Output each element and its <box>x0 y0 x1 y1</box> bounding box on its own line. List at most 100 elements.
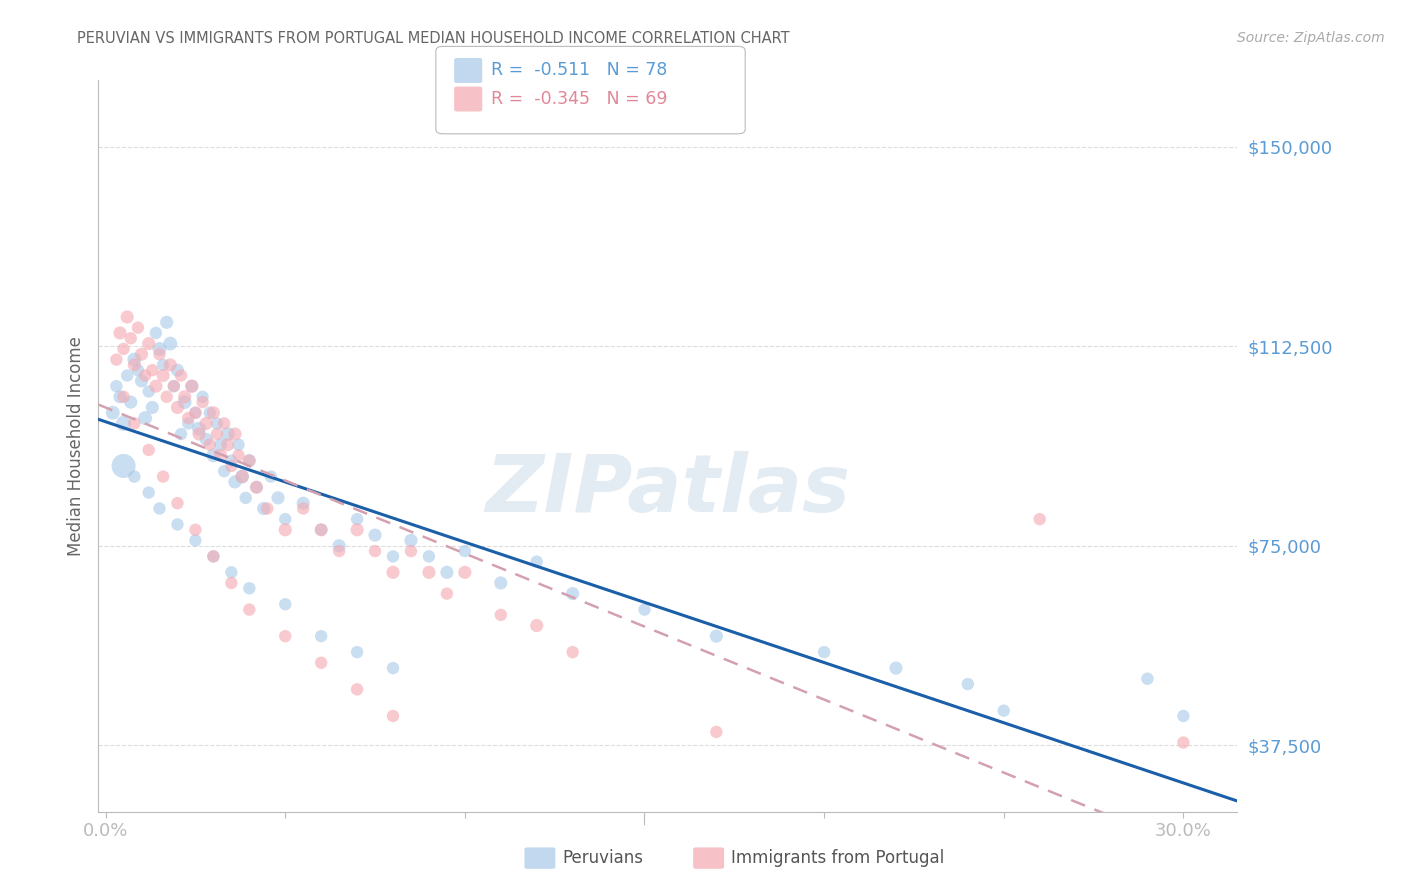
Point <box>526 618 548 632</box>
Point <box>127 320 149 334</box>
Point <box>328 544 350 558</box>
Point <box>108 390 131 404</box>
Point <box>184 533 207 548</box>
Point <box>704 725 727 739</box>
Point <box>633 602 655 616</box>
Point <box>346 682 368 697</box>
Point <box>212 464 235 478</box>
Point <box>1028 512 1050 526</box>
Point <box>454 544 477 558</box>
Point <box>163 379 186 393</box>
Point <box>364 528 387 542</box>
Point <box>101 406 124 420</box>
Point <box>124 358 146 372</box>
Point <box>184 523 207 537</box>
Point <box>152 368 174 383</box>
Point <box>217 427 239 442</box>
Point <box>184 406 207 420</box>
Point <box>526 555 548 569</box>
Point <box>145 379 167 393</box>
Point <box>138 485 160 500</box>
Point <box>884 661 907 675</box>
Point <box>191 395 214 409</box>
Point <box>399 533 422 548</box>
Point <box>138 384 160 399</box>
Point <box>152 358 174 372</box>
Point <box>221 453 243 467</box>
Point <box>704 629 727 643</box>
Point <box>292 496 315 510</box>
Point <box>112 390 135 404</box>
Point <box>148 342 170 356</box>
Point <box>382 661 405 675</box>
Point <box>221 458 243 473</box>
Point <box>418 549 440 564</box>
Point <box>202 549 225 564</box>
Point <box>105 379 128 393</box>
Point <box>561 586 583 600</box>
Point <box>245 480 267 494</box>
Point <box>231 469 253 483</box>
Point <box>134 411 156 425</box>
Point <box>152 469 174 483</box>
Point <box>166 517 188 532</box>
Point <box>134 368 156 383</box>
Point <box>205 427 228 442</box>
Point <box>238 582 260 596</box>
Point <box>274 512 297 526</box>
Point <box>1173 709 1195 723</box>
Point <box>212 417 235 431</box>
Point <box>156 390 179 404</box>
Point <box>166 363 188 377</box>
Point <box>198 438 221 452</box>
Point <box>382 709 405 723</box>
Point <box>309 523 332 537</box>
Point <box>274 597 297 611</box>
Point <box>115 310 138 324</box>
Point <box>148 501 170 516</box>
Point <box>813 645 835 659</box>
Point <box>436 566 458 580</box>
Point <box>163 379 186 393</box>
Point <box>112 342 135 356</box>
Text: Source: ZipAtlas.com: Source: ZipAtlas.com <box>1237 31 1385 45</box>
Point <box>418 566 440 580</box>
Point <box>309 629 332 643</box>
Point <box>328 539 350 553</box>
Point <box>173 390 195 404</box>
Point <box>141 401 163 415</box>
Point <box>166 496 188 510</box>
Text: Peruvians: Peruvians <box>562 849 644 867</box>
Point <box>166 401 188 415</box>
Point <box>209 448 232 462</box>
Point <box>1136 672 1159 686</box>
Point <box>177 417 200 431</box>
Point <box>105 352 128 367</box>
Point <box>224 427 246 442</box>
Point <box>274 523 297 537</box>
Point <box>120 331 142 345</box>
Point <box>131 374 153 388</box>
Point <box>309 656 332 670</box>
Point <box>228 448 250 462</box>
Point <box>489 607 512 622</box>
Point <box>346 512 368 526</box>
Point <box>124 469 146 483</box>
Point <box>170 368 193 383</box>
Point <box>217 438 239 452</box>
Point <box>202 448 225 462</box>
Point <box>205 417 228 431</box>
Point <box>184 406 207 420</box>
Point <box>170 427 193 442</box>
Point <box>112 458 135 473</box>
Point <box>198 406 221 420</box>
Text: PERUVIAN VS IMMIGRANTS FROM PORTUGAL MEDIAN HOUSEHOLD INCOME CORRELATION CHART: PERUVIAN VS IMMIGRANTS FROM PORTUGAL MED… <box>77 31 790 46</box>
Point <box>993 704 1015 718</box>
Point <box>195 417 218 431</box>
Point <box>173 395 195 409</box>
Point <box>489 576 512 591</box>
Point <box>238 453 260 467</box>
Point <box>436 586 458 600</box>
Point <box>159 358 181 372</box>
Text: R =  -0.345   N = 69: R = -0.345 N = 69 <box>491 90 668 108</box>
